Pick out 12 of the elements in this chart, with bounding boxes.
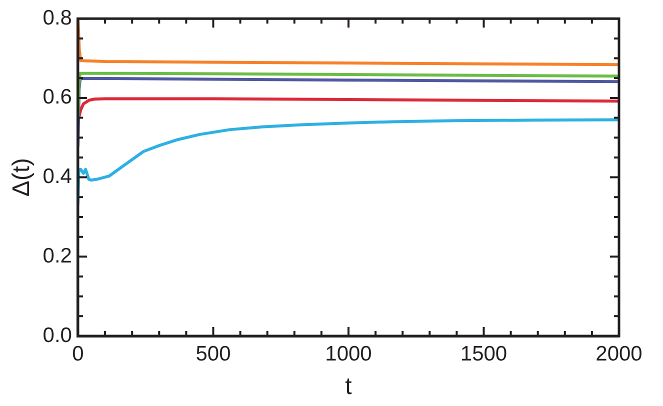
x-tick-label: 0 <box>72 342 84 366</box>
x-tick-label: 1500 <box>460 342 508 366</box>
x-tick-label: 1000 <box>325 342 372 366</box>
x-tick-label: 2000 <box>596 342 642 366</box>
y-tick-label: 0.2 <box>42 244 72 268</box>
y-axis-title: Δ(t) <box>8 158 36 197</box>
x-tick-label: 500 <box>196 342 231 366</box>
y-tick-label: 0.0 <box>42 324 72 347</box>
y-tick-label: 0.8 <box>42 6 72 30</box>
y-tick-label: 0.4 <box>42 165 72 188</box>
x-axis-title: t <box>345 373 352 400</box>
y-tick-label: 0.6 <box>42 86 72 109</box>
